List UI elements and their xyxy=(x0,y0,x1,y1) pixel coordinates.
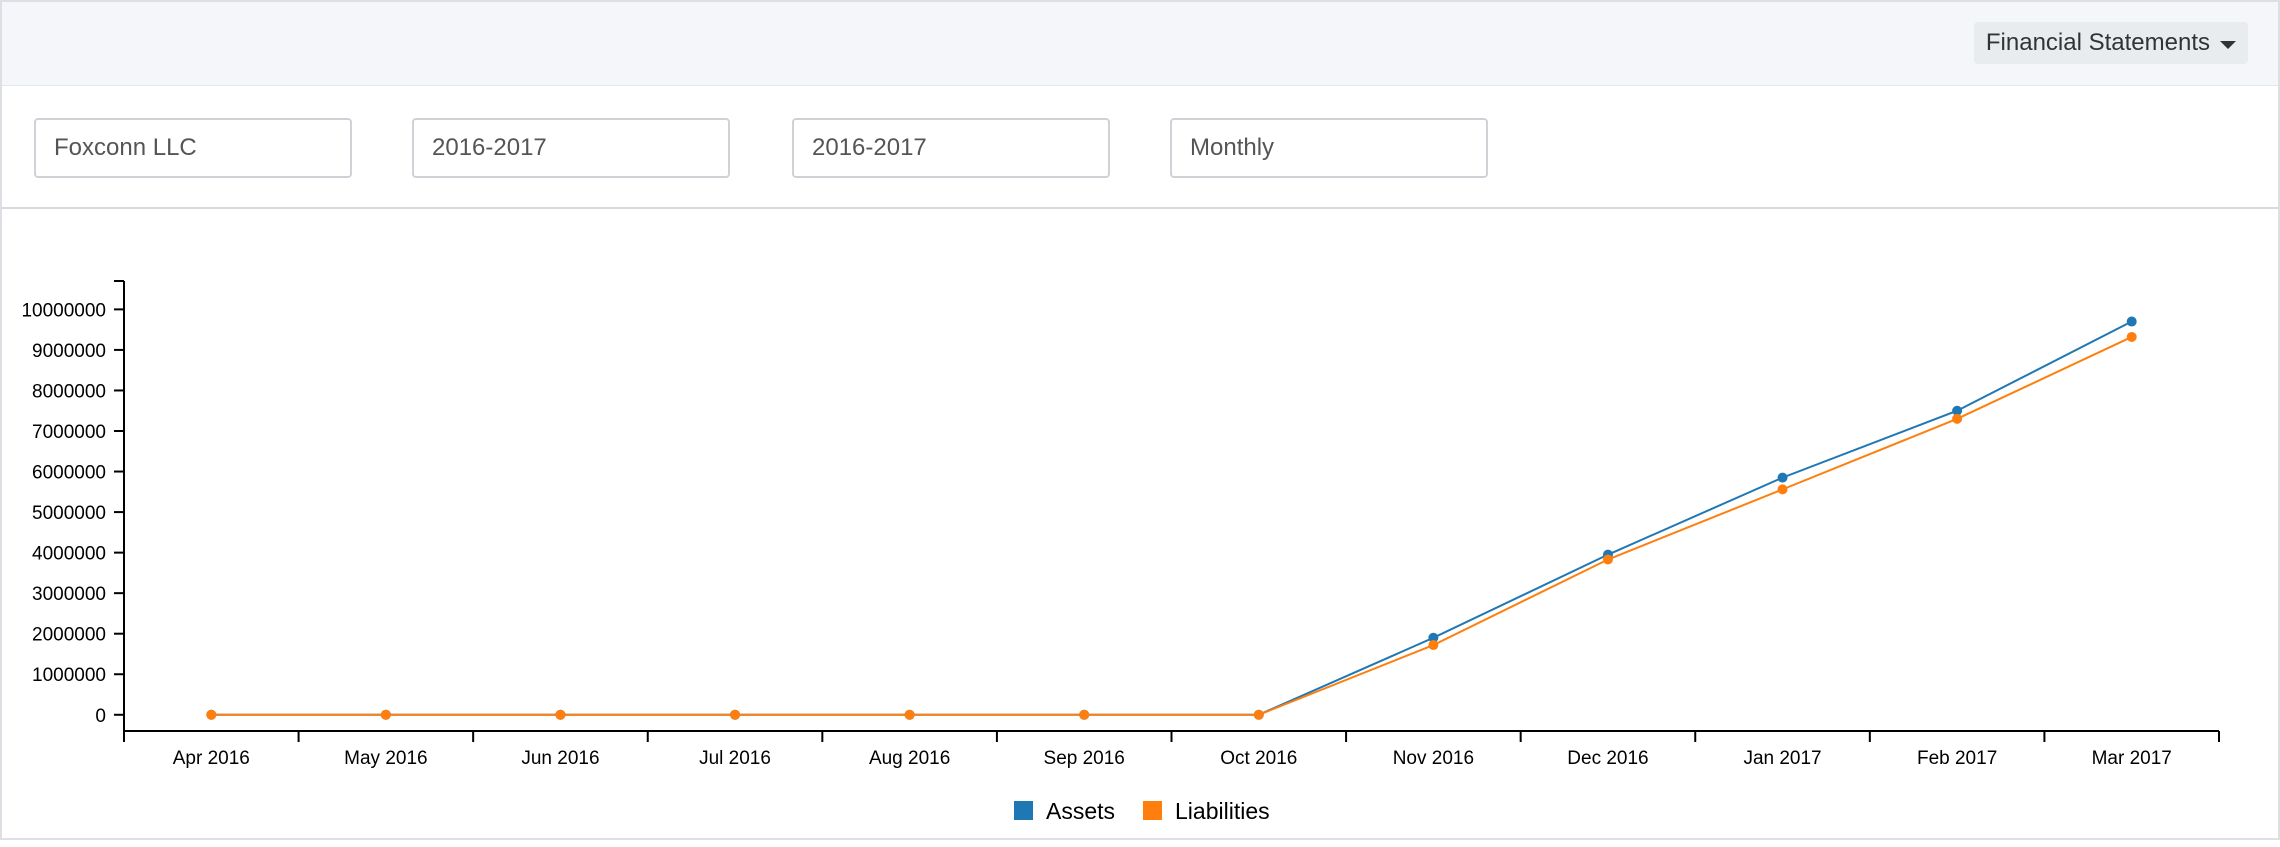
periodicity-field[interactable] xyxy=(1170,118,1488,178)
x-tick-label-5: Sep 2016 xyxy=(1044,748,1125,769)
x-tick-label-0: Apr 2016 xyxy=(173,748,250,769)
point-liabilities-5 xyxy=(1079,709,1090,720)
y-tick-label-9: 9000000 xyxy=(32,341,106,362)
x-tick-label-6: Oct 2016 xyxy=(1220,748,1297,769)
y-tick-label-5: 5000000 xyxy=(32,503,106,524)
point-liabilities-1 xyxy=(380,709,391,720)
point-liabilities-10 xyxy=(1952,413,1963,424)
point-liabilities-8 xyxy=(1602,554,1613,565)
y-tick-label-2: 2000000 xyxy=(32,625,106,646)
line-chart: 0 1000000 2000000 3000000 4000000 5000000 6000… xyxy=(21,280,2220,824)
x-tick-label-4: Aug 2016 xyxy=(869,748,950,769)
legend-swatch-assets xyxy=(1014,801,1033,820)
y-tick-label-7: 7000000 xyxy=(32,422,106,443)
y-tick-label-6: 6000000 xyxy=(32,463,106,484)
caret-down-icon xyxy=(2220,40,2236,49)
point-liabilities-0 xyxy=(206,709,217,720)
point-liabilities-7 xyxy=(1428,640,1439,651)
point-liabilities-9 xyxy=(1777,484,1788,495)
point-liabilities-3 xyxy=(730,709,741,720)
company-field[interactable] xyxy=(34,118,352,178)
fiscal-year-to-field[interactable] xyxy=(792,118,1110,178)
series-line-assets xyxy=(211,320,2133,716)
x-tick-label-2: Jun 2016 xyxy=(521,748,599,769)
x-tick-label-8: Dec 2016 xyxy=(1567,748,1648,769)
x-tick-label-1: May 2016 xyxy=(344,748,427,769)
x-tick-label-9: Jan 2017 xyxy=(1743,748,1821,769)
y-tick-label-0: 0 xyxy=(95,706,106,727)
point-liabilities-6 xyxy=(1253,709,1264,720)
point-liabilities-2 xyxy=(555,709,566,720)
series-line-liabilities xyxy=(211,336,2133,716)
x-tick-label-10: Feb 2017 xyxy=(1917,748,1997,769)
x-tick-label-7: Nov 2016 xyxy=(1393,748,1474,769)
point-assets-7 xyxy=(1428,632,1439,643)
dropdown-label: Financial Statements xyxy=(1985,29,2210,56)
x-tick-label-11: Mar 2017 xyxy=(2092,748,2172,769)
y-tick-label-3: 3000000 xyxy=(32,584,106,605)
point-assets-11 xyxy=(2126,316,2137,327)
filter-bar xyxy=(2,86,2278,209)
chart-container: 0 1000000 2000000 3000000 4000000 5000000 6000… xyxy=(2,211,2280,842)
point-liabilities-11 xyxy=(2126,331,2137,342)
point-assets-9 xyxy=(1777,472,1788,483)
y-tick-label-1: 1000000 xyxy=(32,665,106,686)
point-liabilities-4 xyxy=(904,709,915,720)
legend-label-assets: Assets xyxy=(1046,798,1115,824)
y-tick-label-4: 4000000 xyxy=(32,544,106,565)
y-tick-label-10: 10000000 xyxy=(21,300,106,321)
x-tick-label-3: Jul 2016 xyxy=(699,748,771,769)
financial-statements-dropdown[interactable]: Financial Statements xyxy=(1973,22,2248,64)
top-bar: Financial Statements xyxy=(2,2,2278,86)
legend-swatch-liabilities xyxy=(1143,801,1162,820)
fiscal-year-from-field[interactable] xyxy=(412,118,730,178)
y-tick-label-8: 8000000 xyxy=(32,381,106,402)
point-assets-10 xyxy=(1952,405,1963,416)
legend-label-liabilities: Liabilities xyxy=(1175,798,1270,824)
